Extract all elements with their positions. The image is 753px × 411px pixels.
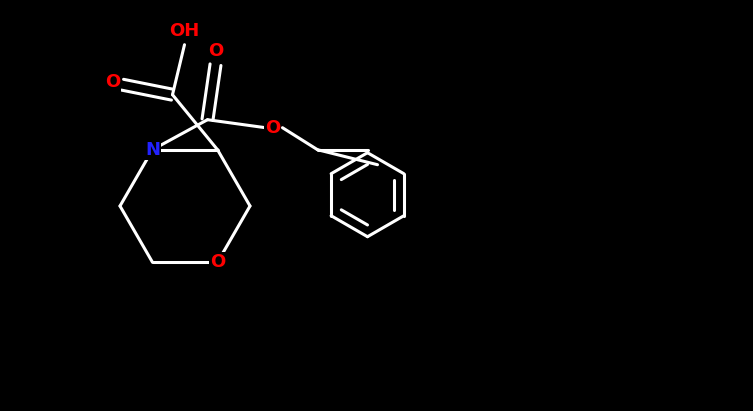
Text: OH: OH xyxy=(169,22,200,40)
Text: N: N xyxy=(145,141,160,159)
Text: O: O xyxy=(105,73,120,91)
Text: O: O xyxy=(208,42,223,60)
Text: O: O xyxy=(210,253,225,271)
Text: O: O xyxy=(265,119,280,137)
